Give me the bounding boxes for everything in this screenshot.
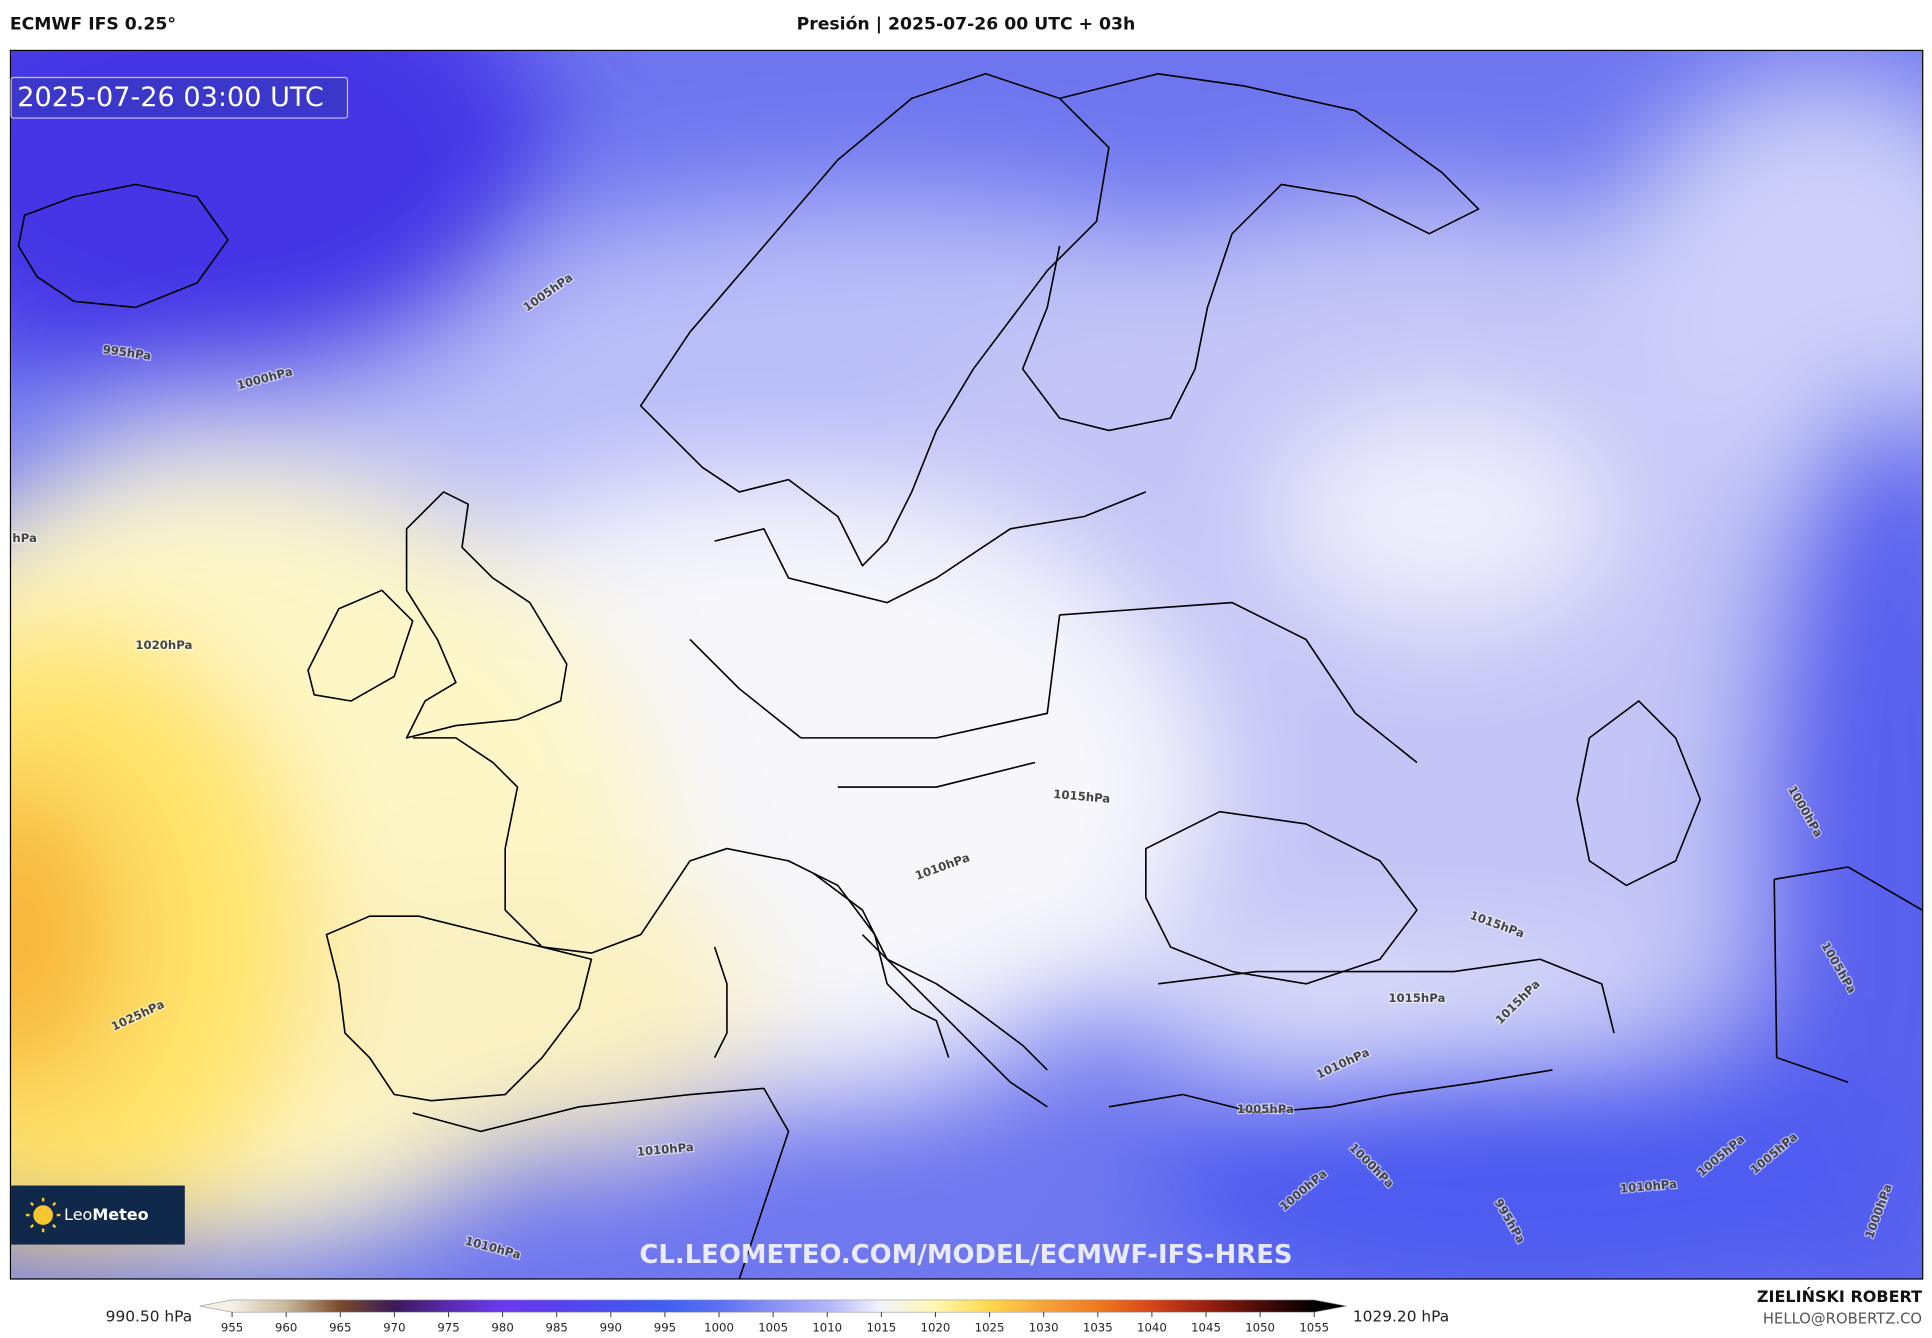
isobar-label: 1010hPa <box>1619 1177 1677 1196</box>
colorbar-tick-label: 995 <box>654 1321 676 1335</box>
model-name: ECMWF IFS 0.25° <box>10 15 176 35</box>
logo-sun <box>25 1197 61 1233</box>
isobar-label: 1010hPa <box>636 1140 694 1159</box>
colorbar-tick-label: 955 <box>221 1321 243 1335</box>
colorbar <box>199 1299 1347 1313</box>
colorbar-tick-label: 1020 <box>921 1321 951 1335</box>
colorbar-tick-label: 985 <box>546 1321 568 1335</box>
colorbar-tick-label: 1000 <box>704 1321 734 1335</box>
watermark: CL.LEOMETEO.COM/MODEL/ECMWF-IFS-HRES <box>639 1240 1292 1270</box>
valid-time: 2025-07-26 03:00 UTC <box>17 82 324 113</box>
colorbar-tick-label: 1005 <box>758 1321 788 1335</box>
isobar-label: 1015hPa <box>1388 991 1445 1005</box>
map-title: Presión | 2025-07-26 00 UTC + 03h <box>797 15 1136 35</box>
contact: HELLO@ROBERTZ.CO <box>1763 1311 1922 1328</box>
isobar-label: 1020hPa <box>135 638 192 652</box>
colorbar-tick-label: 1025 <box>975 1321 1005 1335</box>
isobar-label: 1005hPa <box>1237 1102 1294 1116</box>
coastlines <box>17 72 1923 1279</box>
colorbar-tick-label: 990 <box>600 1321 622 1335</box>
colorbar-tick-label: 1055 <box>1299 1321 1329 1335</box>
time-box <box>10 76 349 119</box>
colorbar-tick-label: 1030 <box>1029 1321 1059 1335</box>
logo-text-light: Leo <box>64 1205 92 1224</box>
colorbar-tick-label: 1045 <box>1191 1321 1221 1335</box>
colorbar-tick-label: 1040 <box>1137 1321 1167 1335</box>
author: ZIELIŃSKI ROBERT <box>1757 1287 1922 1306</box>
map-frame <box>9 49 1924 1280</box>
logo-text-bold: Meteo <box>92 1205 148 1224</box>
colorbar-tick-label: 980 <box>491 1321 513 1335</box>
isobar-label: 1015hPa <box>1053 787 1111 806</box>
isobar-label: hPa <box>12 531 36 545</box>
colorbar-tick-label: 1035 <box>1083 1321 1113 1335</box>
colorbar-max-label: 1029.20 hPa <box>1353 1308 1449 1326</box>
colorbar-tick-label: 970 <box>383 1321 405 1335</box>
colorbar-tick-label: 1050 <box>1245 1321 1275 1335</box>
colorbar-tick-label: 1010 <box>812 1321 842 1335</box>
colorbar-tick-label: 960 <box>275 1321 297 1335</box>
colorbar-tick-label: 975 <box>437 1321 459 1335</box>
colorbar-tick-label: 1015 <box>866 1321 896 1335</box>
colorbar-min-label: 990.50 hPa <box>106 1308 193 1326</box>
colorbar-tick-label: 965 <box>329 1321 351 1335</box>
logo-text: LeoMeteo <box>64 1205 149 1224</box>
